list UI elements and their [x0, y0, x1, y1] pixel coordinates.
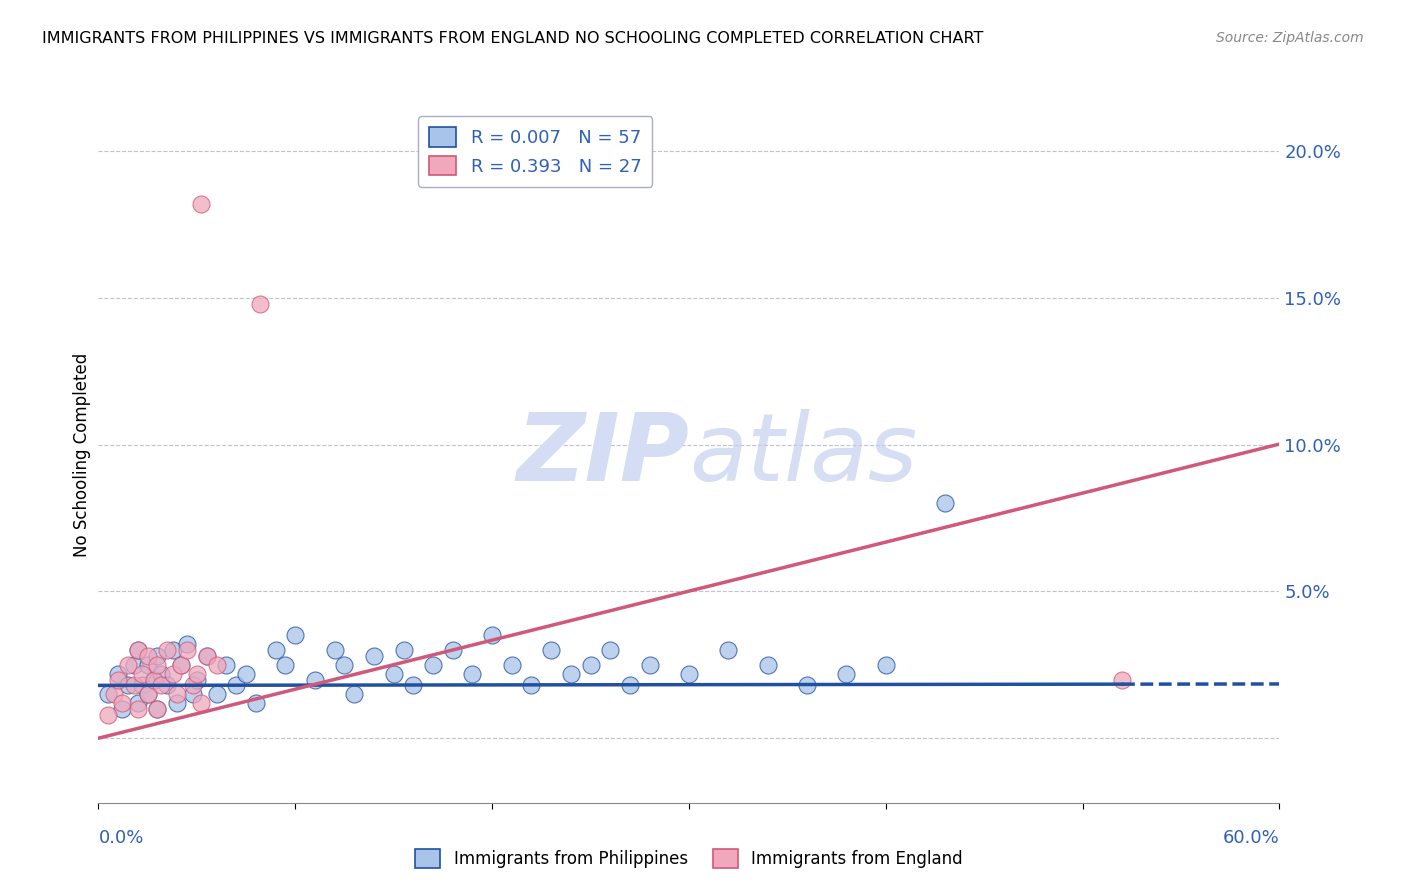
Point: [392, 643, 415, 657]
Point: [156, 678, 179, 692]
Point: [146, 648, 169, 663]
Point: [382, 666, 405, 681]
Point: [117, 678, 139, 692]
Text: 0.0%: 0.0%: [98, 829, 143, 847]
Point: [579, 657, 602, 672]
Point: [117, 657, 139, 672]
Point: [638, 657, 661, 672]
Point: [97, 707, 120, 722]
Point: [481, 628, 503, 642]
Point: [205, 657, 228, 672]
Point: [190, 696, 212, 710]
Point: [146, 702, 169, 716]
Point: [186, 666, 208, 681]
Point: [343, 687, 366, 701]
Point: [363, 648, 385, 663]
Point: [195, 648, 218, 663]
Point: [678, 666, 700, 681]
Legend: R = 0.007   N = 57, R = 0.393   N = 27: R = 0.007 N = 57, R = 0.393 N = 27: [419, 116, 652, 186]
Point: [501, 657, 523, 672]
Text: IMMIGRANTS FROM PHILIPPINES VS IMMIGRANTS FROM ENGLAND NO SCHOOLING COMPLETED CO: IMMIGRANTS FROM PHILIPPINES VS IMMIGRANT…: [42, 31, 984, 46]
Point: [131, 678, 153, 692]
Point: [131, 666, 153, 681]
Point: [150, 678, 173, 692]
Point: [97, 687, 120, 701]
Point: [264, 643, 287, 657]
Point: [136, 648, 159, 663]
Point: [560, 666, 582, 681]
Point: [599, 643, 621, 657]
Point: [520, 678, 543, 692]
Point: [225, 678, 247, 692]
Point: [717, 643, 740, 657]
Point: [136, 657, 159, 672]
Point: [127, 643, 149, 657]
Point: [190, 197, 212, 211]
Point: [323, 643, 346, 657]
Point: [142, 673, 165, 687]
Point: [186, 673, 208, 687]
Point: [176, 637, 198, 651]
Point: [205, 687, 228, 701]
Point: [796, 678, 818, 692]
Point: [122, 657, 145, 672]
Point: [170, 657, 193, 672]
Point: [1111, 673, 1133, 687]
Point: [195, 648, 218, 663]
Point: [146, 702, 169, 716]
Point: [111, 702, 134, 716]
Point: [284, 628, 307, 642]
Point: [441, 643, 464, 657]
Point: [422, 657, 444, 672]
Point: [181, 678, 204, 692]
Point: [142, 673, 165, 687]
Point: [274, 657, 297, 672]
Text: atlas: atlas: [689, 409, 917, 500]
Point: [235, 666, 257, 681]
Point: [181, 687, 204, 701]
Point: [170, 657, 193, 672]
Point: [304, 673, 326, 687]
Point: [166, 696, 188, 710]
Point: [127, 696, 149, 710]
Legend: Immigrants from Philippines, Immigrants from England: Immigrants from Philippines, Immigrants …: [409, 843, 969, 875]
Point: [122, 678, 145, 692]
Point: [107, 673, 129, 687]
Point: [150, 666, 173, 681]
Point: [875, 657, 897, 672]
Point: [249, 297, 271, 311]
Point: [162, 643, 184, 657]
Point: [127, 702, 149, 716]
Point: [136, 687, 159, 701]
Point: [461, 666, 484, 681]
Text: Source: ZipAtlas.com: Source: ZipAtlas.com: [1216, 31, 1364, 45]
Point: [215, 657, 238, 672]
Point: [156, 643, 179, 657]
Point: [111, 696, 134, 710]
Point: [756, 657, 779, 672]
Point: [127, 643, 149, 657]
Point: [402, 678, 425, 692]
Point: [146, 657, 169, 672]
Point: [107, 666, 129, 681]
Point: [619, 678, 641, 692]
Point: [166, 687, 188, 701]
Text: 60.0%: 60.0%: [1223, 829, 1279, 847]
Point: [835, 666, 858, 681]
Point: [934, 496, 956, 510]
Point: [103, 687, 125, 701]
Point: [540, 643, 562, 657]
Point: [245, 696, 267, 710]
Point: [162, 666, 184, 681]
Text: ZIP: ZIP: [516, 409, 689, 501]
Point: [176, 643, 198, 657]
Point: [136, 687, 159, 701]
Y-axis label: No Schooling Completed: No Schooling Completed: [73, 353, 91, 557]
Point: [333, 657, 356, 672]
